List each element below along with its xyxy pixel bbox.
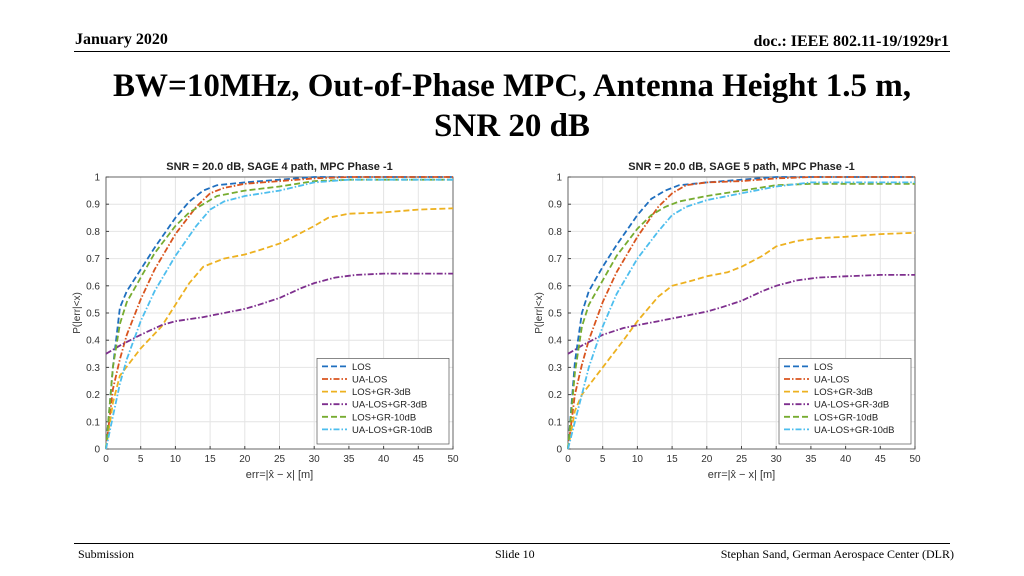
series-line <box>105 272 453 355</box>
y-tick-label: 0.6 <box>548 281 562 292</box>
series-line <box>567 274 915 355</box>
x-axis-label: err=|x̂ − x| [m] <box>246 469 313 481</box>
x-tick-label: 40 <box>840 454 852 465</box>
y-tick-label: 0.2 <box>548 390 562 401</box>
legend-label: LOS <box>814 362 833 373</box>
x-tick-label: 35 <box>343 454 355 465</box>
x-tick-label: 15 <box>667 454 679 465</box>
y-tick-label: 0.3 <box>86 363 100 374</box>
slide-title-line-2: SNR 20 dB <box>434 108 590 144</box>
x-axis-label: err=|x̂ − x| [m] <box>708 469 775 481</box>
footer-slide-number: Slide 10 <box>495 547 535 561</box>
y-tick-label: 0.5 <box>86 309 100 320</box>
legend-label: LOS+GR-3dB <box>352 387 411 398</box>
legend-label: UA-LOS <box>352 375 387 386</box>
x-tick-label: 45 <box>875 454 887 465</box>
header-date: January 2020 <box>75 31 168 48</box>
legend-label: UA-LOS+GR-10dB <box>814 425 895 436</box>
cdf-chart-sage-5-path: SNR = 20.0 dB, SAGE 5 path, MPC Phase -1… <box>534 161 921 481</box>
slide-title: BW=10MHz, Out-of-Phase MPC, Antenna Heig… <box>0 66 1024 146</box>
series-line <box>105 178 453 450</box>
y-tick-label: 0.3 <box>548 363 562 374</box>
footer-author: Stephan Sand, German Aerospace Center (D… <box>720 547 954 561</box>
x-tick-label: 35 <box>805 454 817 465</box>
y-axis-label: P(|err|<x) <box>534 292 545 334</box>
series-line <box>105 176 453 450</box>
y-tick-label: 0.4 <box>86 336 100 347</box>
chart-title: SNR = 20.0 dB, SAGE 5 path, MPC Phase -1 <box>628 161 854 173</box>
legend-label: LOS <box>352 362 371 373</box>
x-tick-label: 10 <box>632 454 644 465</box>
x-tick-label: 5 <box>600 454 606 465</box>
y-tick-label: 0 <box>556 445 562 456</box>
legend-label: UA-LOS+GR-3dB <box>814 400 889 411</box>
y-tick-label: 0.7 <box>548 254 562 265</box>
y-tick-label: 0 <box>94 445 100 456</box>
series-line <box>567 176 915 450</box>
series-line <box>105 207 454 450</box>
legend-label: LOS+GR-3dB <box>814 387 873 398</box>
x-tick-label: 20 <box>239 454 251 465</box>
x-tick-label: 50 <box>909 454 921 465</box>
series-line <box>567 181 915 450</box>
x-tick-label: 50 <box>447 454 459 465</box>
x-tick-label: 20 <box>701 454 713 465</box>
series-line <box>567 231 916 450</box>
footer-divider <box>74 543 950 544</box>
y-tick-label: 0.6 <box>86 281 100 292</box>
legend-label: LOS+GR-10dB <box>814 412 878 423</box>
header-divider <box>74 51 950 52</box>
x-tick-label: 15 <box>205 454 217 465</box>
legend-label: UA-LOS+GR-3dB <box>352 400 427 411</box>
legend-label: UA-LOS <box>814 375 849 386</box>
slide-title-line-1: BW=10MHz, Out-of-Phase MPC, Antenna Heig… <box>113 68 911 104</box>
x-tick-label: 25 <box>736 454 748 465</box>
y-tick-label: 0.9 <box>86 200 100 211</box>
y-tick-label: 0.8 <box>548 227 562 238</box>
x-tick-label: 25 <box>274 454 286 465</box>
y-tick-label: 0.7 <box>86 254 100 265</box>
cdf-chart-sage-4-path: SNR = 20.0 dB, SAGE 4 path, MPC Phase -1… <box>72 161 459 481</box>
y-tick-label: 0.4 <box>548 336 562 347</box>
x-tick-label: 0 <box>103 454 109 465</box>
header-doc-id: doc.: IEEE 802.11-19/1929r1 <box>753 33 949 50</box>
x-tick-label: 0 <box>565 454 571 465</box>
x-tick-label: 30 <box>771 454 783 465</box>
y-tick-label: 0.1 <box>86 417 100 428</box>
series-line <box>105 178 453 450</box>
series-line <box>105 176 453 450</box>
series-line <box>567 182 915 450</box>
y-tick-label: 0.1 <box>548 417 562 428</box>
y-tick-label: 1 <box>94 173 100 184</box>
footer-submission: Submission <box>78 547 135 561</box>
x-tick-label: 40 <box>378 454 390 465</box>
chart-title: SNR = 20.0 dB, SAGE 4 path, MPC Phase -1 <box>166 161 392 173</box>
x-tick-label: 30 <box>309 454 321 465</box>
y-axis-label: P(|err|<x) <box>72 292 83 334</box>
y-tick-label: 0.2 <box>86 390 100 401</box>
y-tick-label: 0.9 <box>548 200 562 211</box>
x-tick-label: 10 <box>170 454 182 465</box>
x-tick-label: 45 <box>413 454 425 465</box>
y-tick-label: 0.8 <box>86 227 100 238</box>
x-tick-label: 5 <box>138 454 144 465</box>
legend-label: UA-LOS+GR-10dB <box>352 425 433 436</box>
y-tick-label: 1 <box>556 173 562 184</box>
series-line <box>567 176 915 450</box>
y-tick-label: 0.5 <box>548 309 562 320</box>
legend-label: LOS+GR-10dB <box>352 412 416 423</box>
